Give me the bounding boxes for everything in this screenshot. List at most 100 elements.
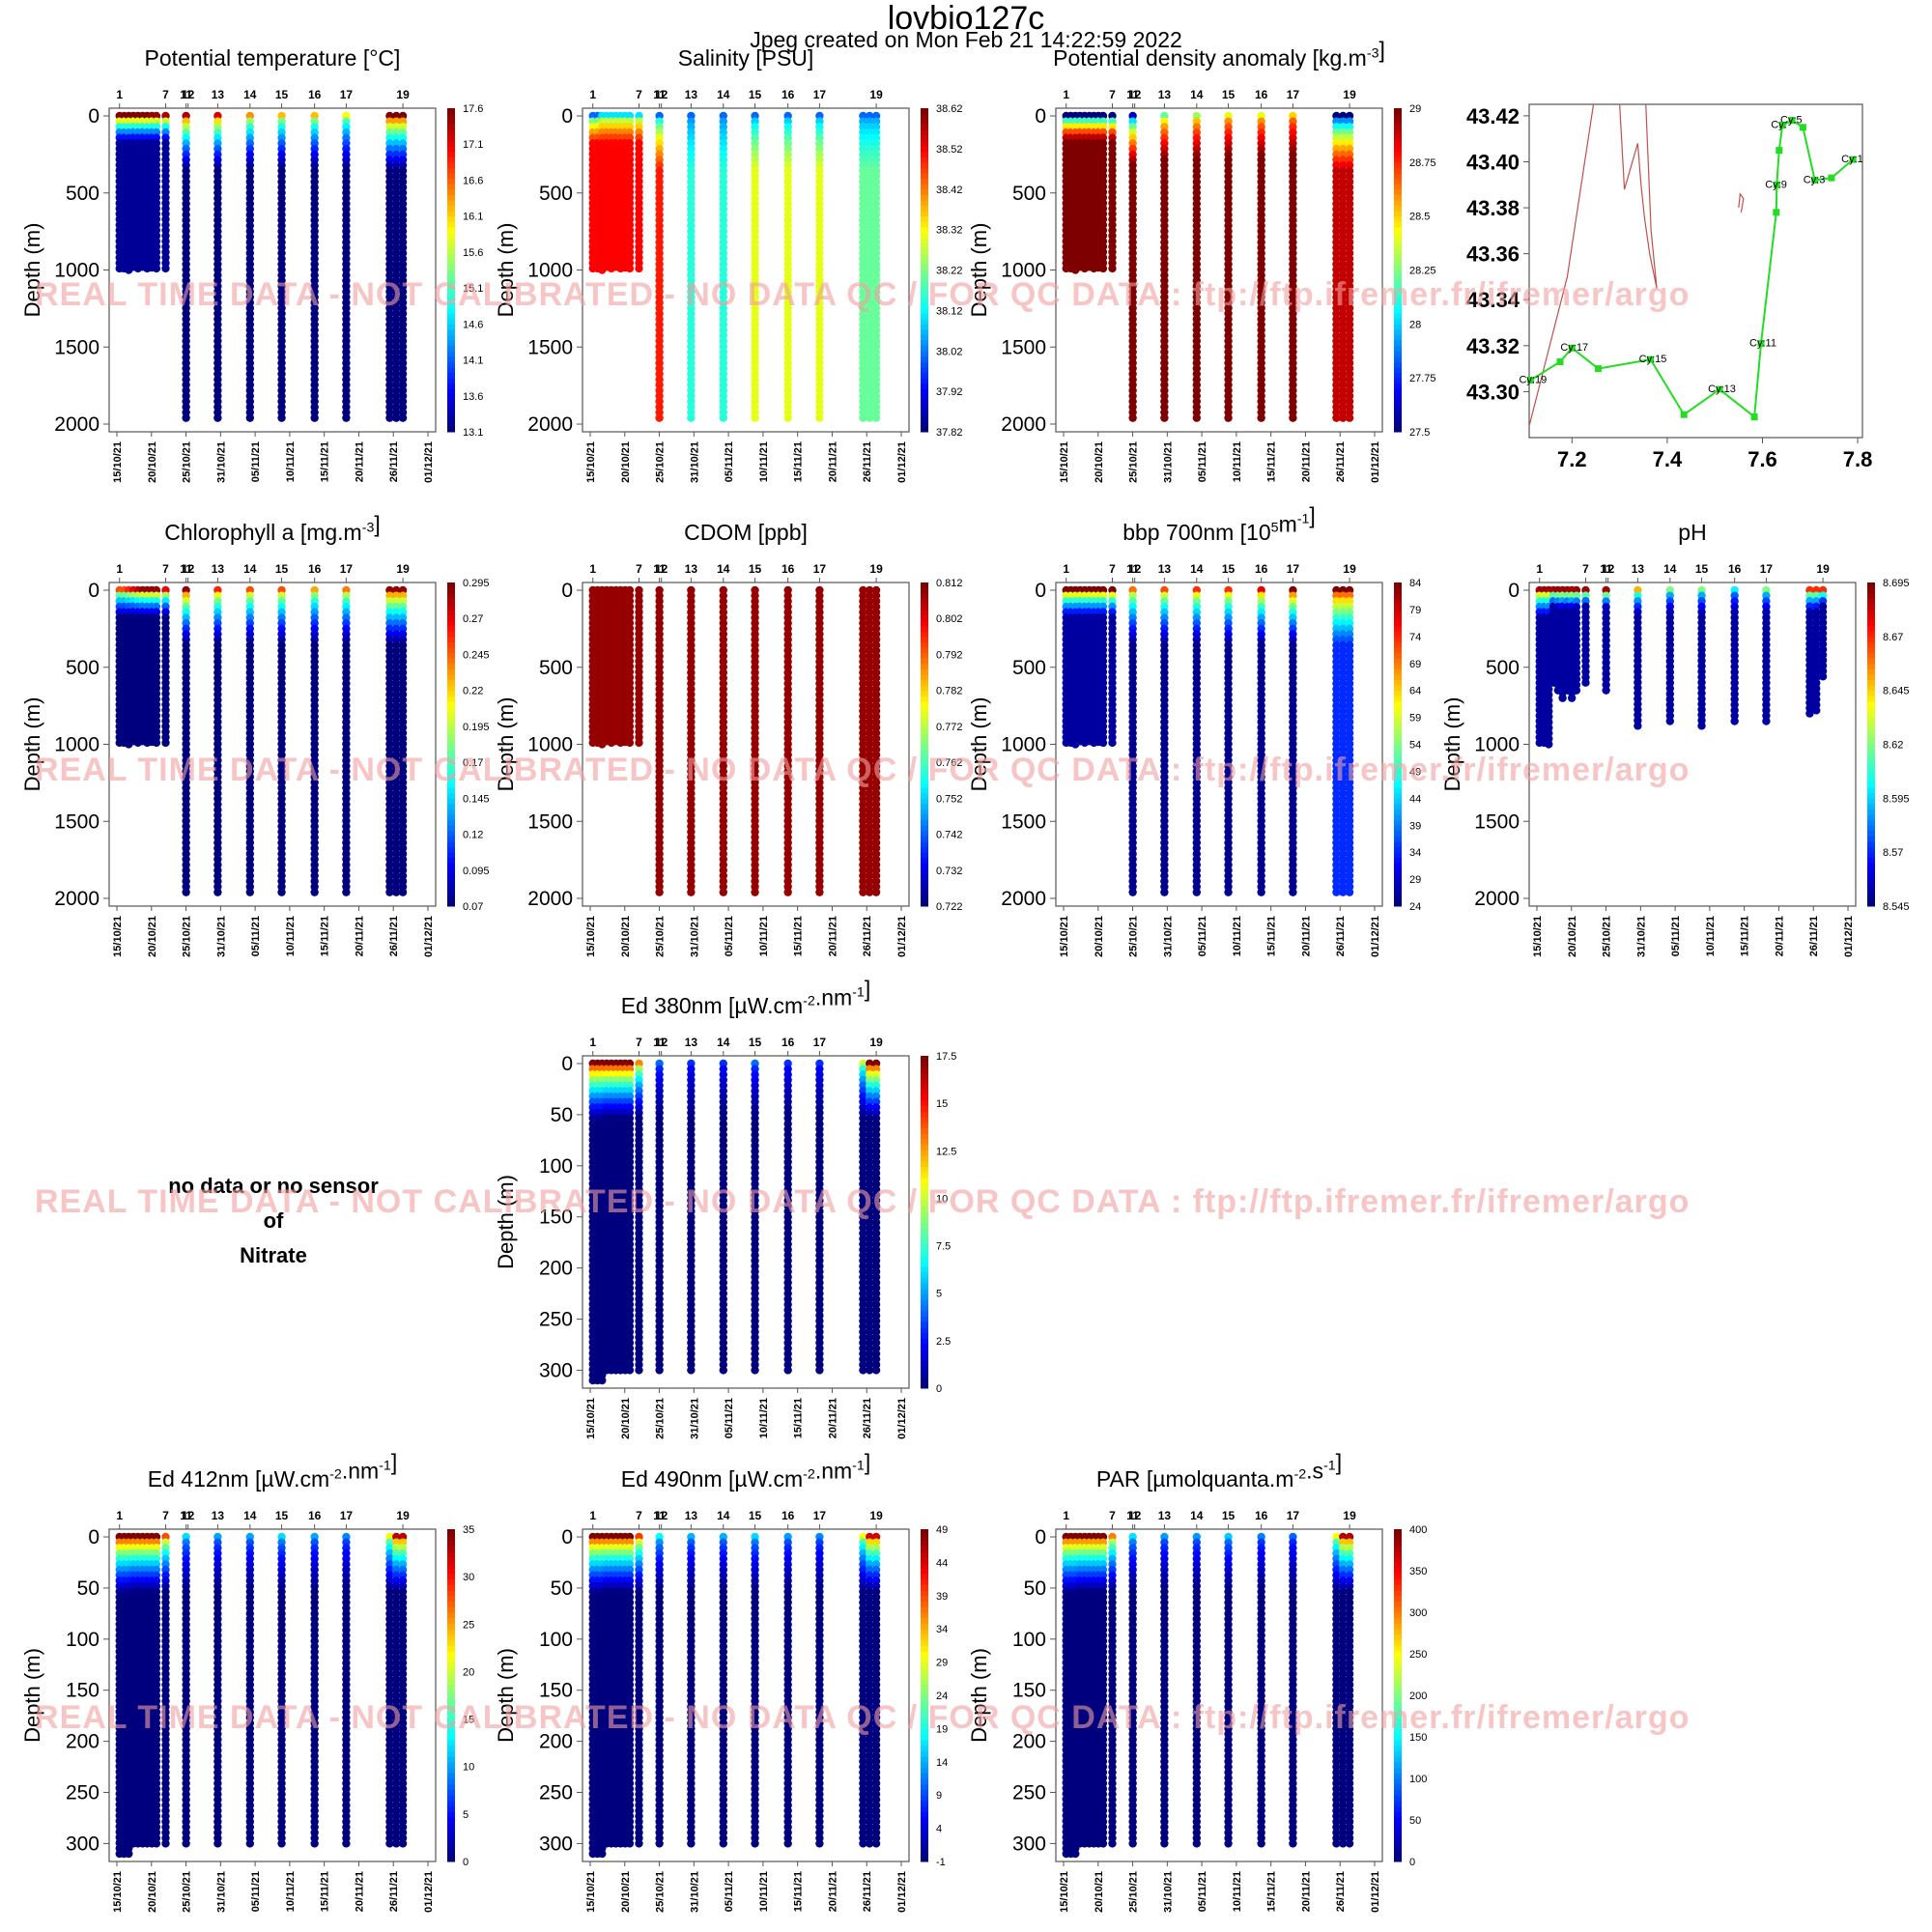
colorbar-swatch [1394, 652, 1402, 659]
colorbar-swatch [921, 307, 928, 314]
profile-point [871, 888, 881, 896]
profile-point [1108, 264, 1117, 273]
colorbar-swatch [1394, 679, 1402, 686]
colorbar-swatch [447, 738, 455, 745]
colorbar-swatch [1394, 895, 1402, 901]
profile-point [625, 264, 635, 273]
date-tick-label: 25/10/21 [1128, 441, 1140, 483]
date-tick-label: 05/11/21 [250, 916, 262, 956]
colorbar-swatch [1394, 173, 1402, 180]
colorbar-swatch [447, 129, 455, 136]
colorbar-swatch [921, 146, 928, 153]
colorbar-swatch [1394, 415, 1402, 422]
cycle-tick-label: 14 [243, 562, 257, 576]
profile-point [152, 264, 161, 273]
colorbar-swatch [447, 393, 455, 400]
profile-point [385, 413, 394, 422]
colorbar-swatch [1394, 399, 1402, 406]
colorbar-swatch [1394, 248, 1402, 255]
colorbar-swatch [921, 221, 928, 228]
colorbar-swatch [921, 124, 928, 130]
colorbar-swatch [921, 819, 928, 826]
profile-point [1160, 413, 1169, 422]
colorbar-swatch [1394, 215, 1402, 222]
colorbar-swatch [447, 696, 455, 702]
colorbar-label: 28.5 [1409, 212, 1430, 223]
colorbar-swatch [921, 426, 928, 433]
profile-point [310, 413, 319, 422]
colorbar-label: 38.02 [936, 346, 963, 357]
colorbar-swatch [921, 129, 928, 136]
depth-tick-label: 2000 [54, 413, 99, 436]
colorbar-swatch [1394, 383, 1402, 389]
profile-point [1345, 413, 1354, 422]
colorbar-swatch [447, 383, 455, 389]
colorbar-label: 29 [1409, 874, 1421, 886]
colorbar-swatch [447, 614, 455, 621]
cycle-tick-label: 12 [1128, 562, 1142, 576]
colorbar-swatch [1394, 890, 1402, 896]
trajectory-point [1680, 411, 1688, 418]
date-tick-label: 31/10/21 [215, 441, 227, 483]
colorbar-swatch [447, 733, 455, 740]
colorbar-swatch [921, 723, 928, 729]
profile-point [182, 888, 190, 896]
colorbar-swatch [447, 841, 455, 848]
date-tick-label: 05/11/21 [1197, 916, 1208, 956]
cycle-tick-label: 17 [340, 562, 354, 576]
depth-tick-label: 0 [561, 580, 573, 602]
colorbar-swatch [921, 604, 928, 611]
date-tick-label: 01/12/21 [1370, 441, 1381, 483]
colorbar-swatch [447, 420, 455, 427]
colorbar-swatch [447, 900, 455, 907]
colorbar-label: 0.752 [936, 793, 963, 805]
colorbar-swatch [921, 340, 928, 347]
colorbar-swatch [1394, 809, 1402, 815]
cycle-tick-label: 1 [589, 88, 596, 101]
cycle-tick-label: 7 [636, 88, 642, 101]
depth-tick-label: 2000 [527, 888, 573, 910]
colorbar-label: 16.6 [463, 175, 483, 186]
date-tick-label: 10/11/21 [758, 916, 770, 956]
colorbar-swatch [921, 631, 928, 638]
colorbar-swatch [447, 723, 455, 729]
trajectory-point [1750, 413, 1758, 421]
colorbar-swatch [1394, 226, 1402, 233]
colorbar-label: 54 [1409, 740, 1421, 752]
colorbar-swatch [1394, 259, 1402, 266]
profile-point [635, 738, 643, 748]
date-tick-label: 01/12/21 [423, 916, 435, 957]
colorbar-swatch [447, 205, 455, 212]
date-tick-label: 25/10/21 [655, 441, 667, 483]
colorbar-swatch [921, 846, 928, 853]
colorbar-swatch [447, 819, 455, 826]
colorbar-swatch [447, 188, 455, 195]
depth-tick-label: 0 [1035, 105, 1046, 128]
colorbar-swatch [1394, 609, 1402, 615]
date-tick-label: 20/11/21 [354, 916, 365, 956]
colorbar-swatch [447, 328, 455, 335]
colorbar-swatch [921, 593, 928, 600]
colorbar-swatch [1394, 140, 1402, 147]
colorbar-label: 0.812 [936, 578, 963, 589]
colorbar-swatch [447, 830, 455, 837]
colorbar-swatch [1394, 873, 1402, 880]
profile-point [213, 888, 222, 896]
colorbar-swatch [921, 582, 928, 589]
colorbar-swatch [1394, 124, 1402, 130]
colorbar-swatch [447, 388, 455, 395]
colorbar-label: 15.1 [463, 283, 483, 295]
colorbar-swatch [1394, 879, 1402, 886]
colorbar-swatch [1394, 334, 1402, 341]
colorbar-swatch [1394, 232, 1402, 239]
colorbar-swatch [1394, 900, 1402, 907]
colorbar-label: 0.22 [463, 686, 483, 697]
colorbar-swatch [921, 614, 928, 621]
colorbar-swatch [1394, 673, 1402, 680]
colorbar-swatch [921, 275, 928, 282]
colorbar-swatch [921, 399, 928, 406]
